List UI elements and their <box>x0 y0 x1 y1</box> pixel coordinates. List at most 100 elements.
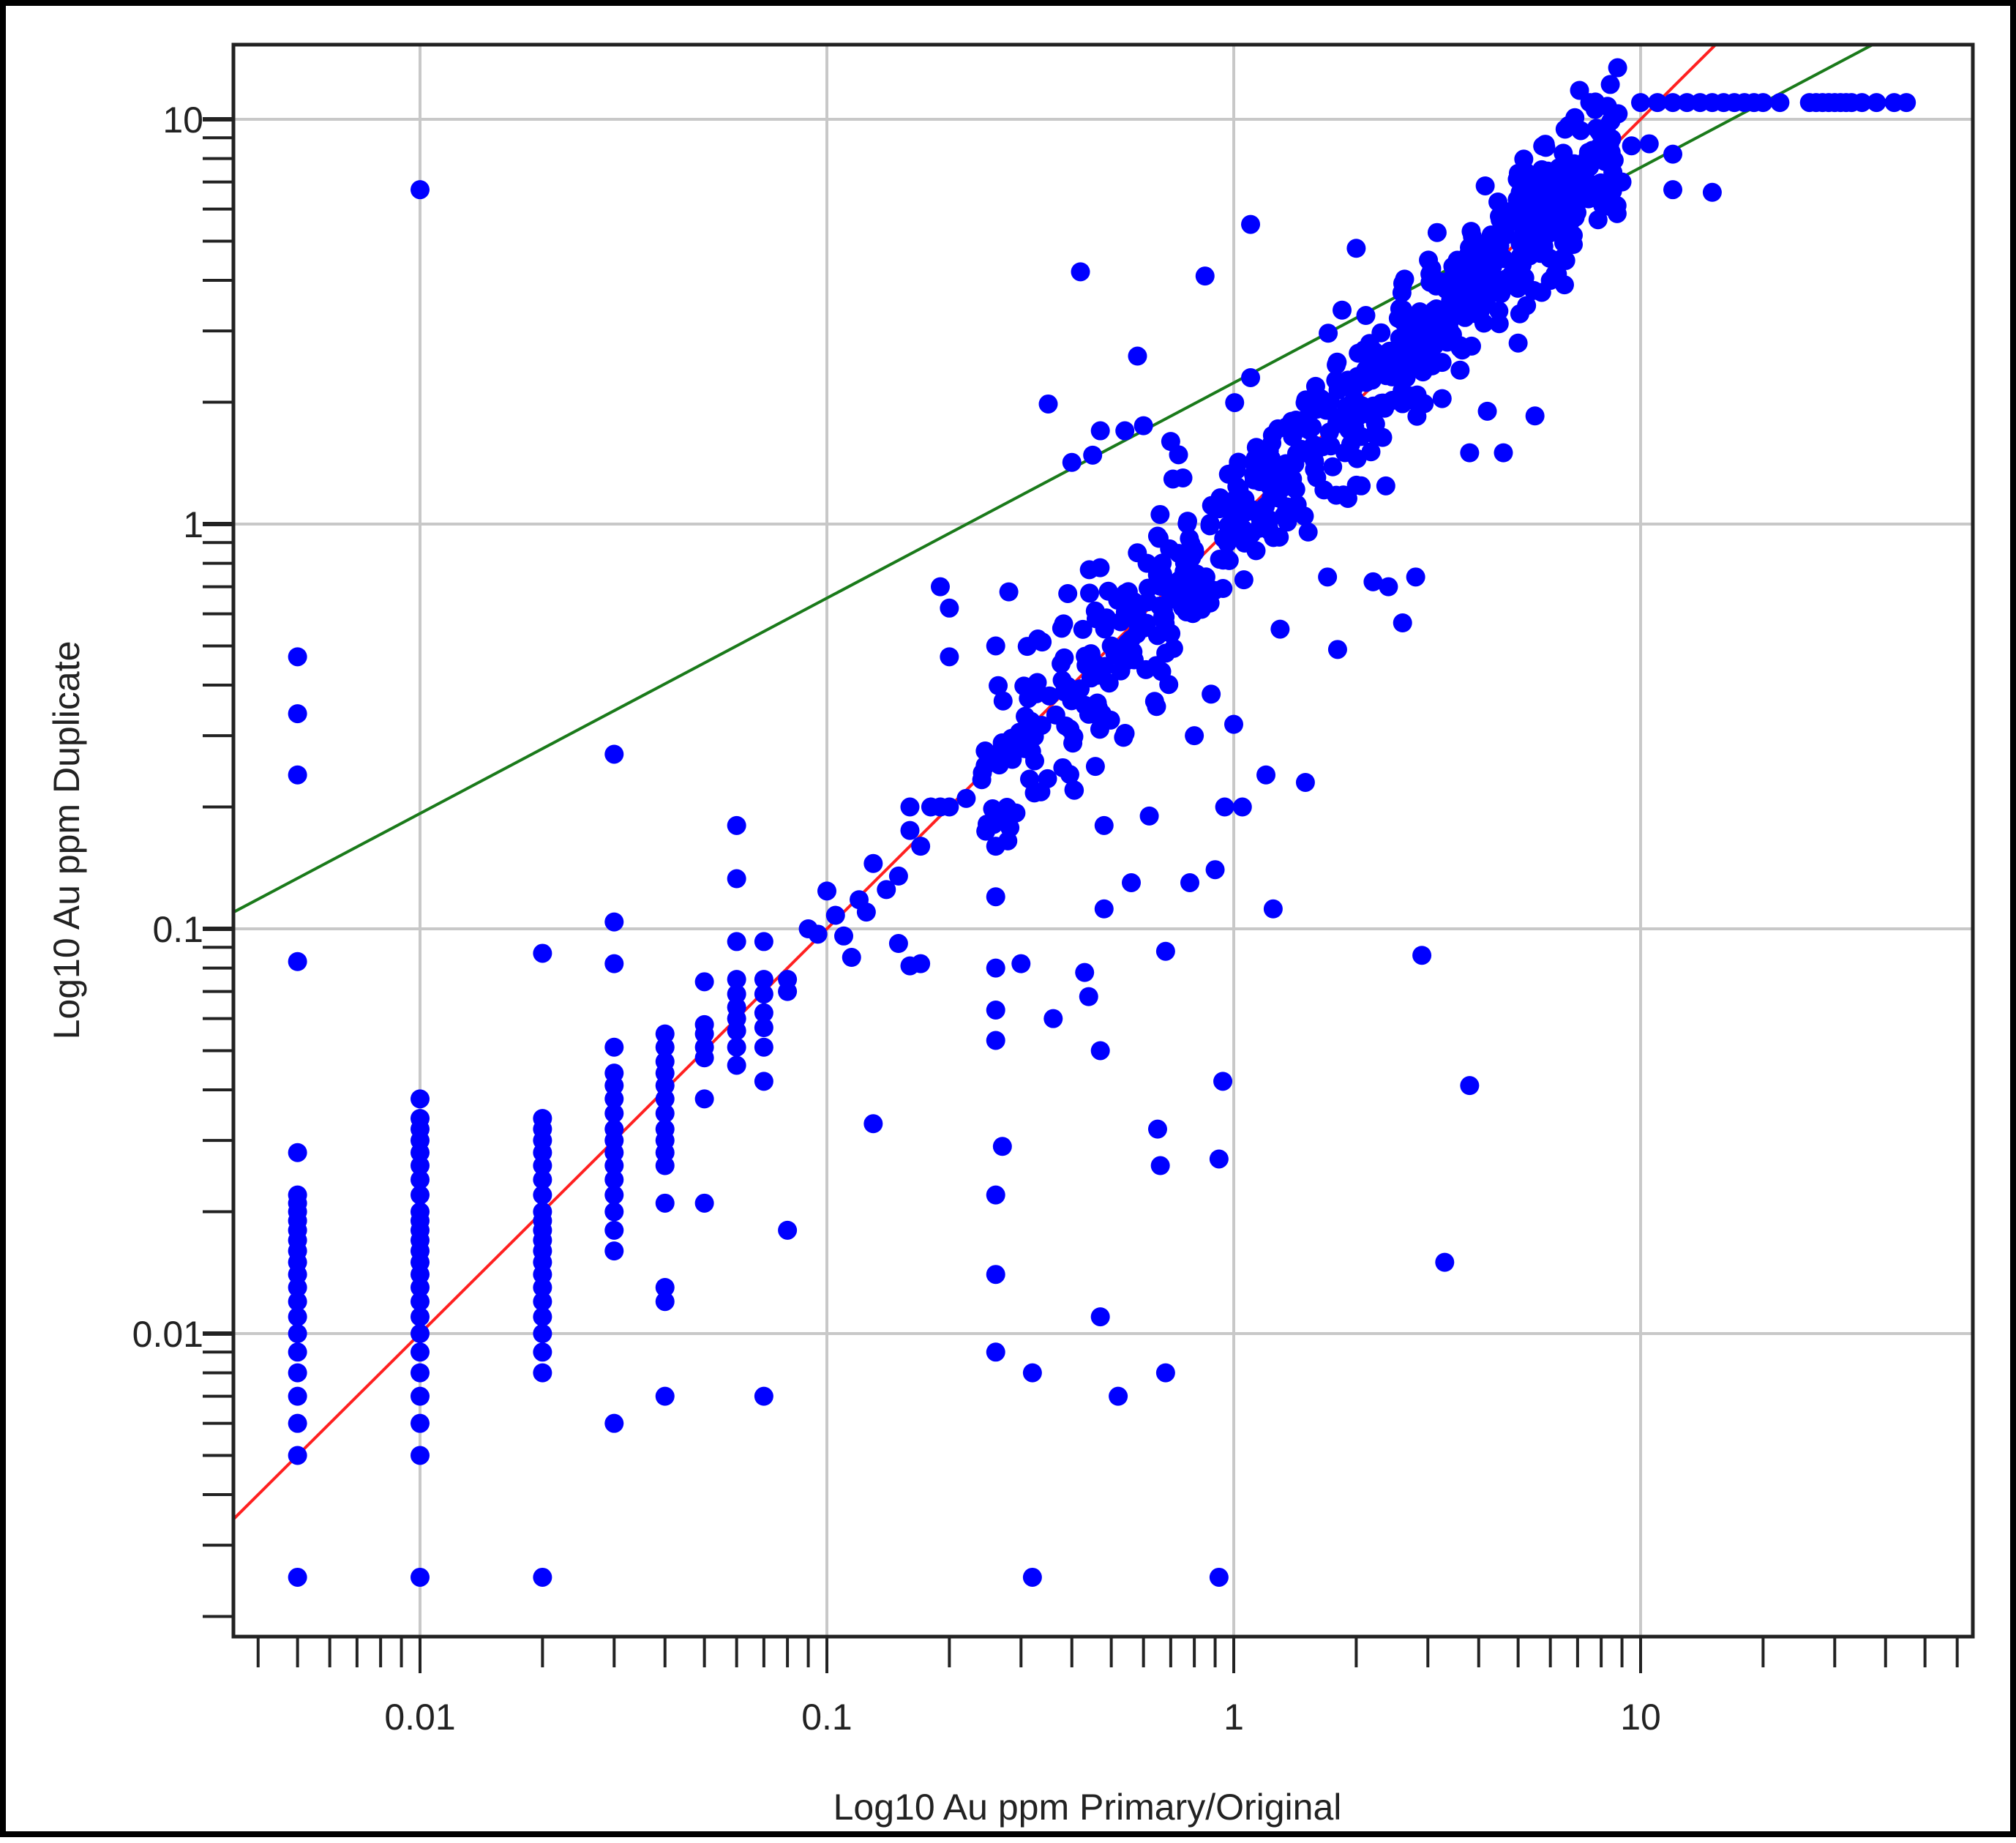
data-point <box>604 744 624 764</box>
data-point <box>1477 401 1497 421</box>
data-point <box>1202 684 1221 704</box>
data-point <box>604 1220 624 1240</box>
data-point <box>1195 266 1215 286</box>
data-point <box>1090 421 1110 441</box>
data-point <box>1663 93 1683 113</box>
data-point <box>940 647 959 667</box>
data-point <box>288 1386 307 1406</box>
data-point <box>1133 416 1153 435</box>
data-point <box>1241 367 1261 387</box>
data-point <box>808 924 828 944</box>
data-point <box>1205 860 1225 880</box>
data-point <box>1011 954 1031 973</box>
data-point <box>604 1037 624 1057</box>
data-point <box>1038 394 1058 414</box>
data-point <box>288 765 307 785</box>
data-point <box>604 1413 624 1433</box>
scatter-chart: 0.01 0.1 1 10 0.01 0.1 1 10 Log10 Au ppm Prima… <box>46 42 1975 1828</box>
data-point <box>1094 815 1114 835</box>
data-point <box>288 1446 307 1465</box>
data-point <box>411 1277 430 1297</box>
data-point <box>1677 93 1697 113</box>
data-point <box>1185 726 1204 746</box>
data-point <box>986 636 1005 656</box>
data-point <box>1270 619 1290 639</box>
data-point <box>1128 346 1147 366</box>
data-point <box>1241 214 1261 234</box>
data-point <box>288 1143 307 1162</box>
data-point <box>727 1055 746 1075</box>
data-point <box>834 926 854 946</box>
data-point <box>533 1143 552 1162</box>
x-axis-title: Log10 Au ppm Primary/Original <box>833 1787 1342 1828</box>
data-point <box>694 1193 714 1213</box>
data-point <box>655 1076 675 1096</box>
data-point <box>1852 93 1872 113</box>
data-point <box>986 1185 1005 1205</box>
data-point <box>411 1089 430 1109</box>
data-point <box>856 902 876 922</box>
data-point <box>754 932 773 952</box>
data-point <box>655 1089 675 1109</box>
data-point <box>533 1307 552 1327</box>
x-tick-label: 10 <box>1620 1697 1661 1738</box>
data-point <box>863 1114 883 1134</box>
data-point <box>727 970 746 990</box>
data-point <box>411 1363 430 1383</box>
plot-border <box>231 42 1975 1639</box>
data-point <box>727 932 746 952</box>
data-point <box>411 1446 430 1465</box>
data-point <box>1062 452 1082 472</box>
data-point <box>754 1003 773 1023</box>
data-point <box>1346 239 1366 258</box>
data-point <box>992 1137 1012 1156</box>
data-point <box>1155 941 1175 961</box>
data-point <box>930 577 950 597</box>
data-point <box>1363 572 1383 591</box>
data-point <box>1460 1076 1480 1096</box>
data-point <box>1379 577 1398 597</box>
data-point <box>754 1386 773 1406</box>
data-point <box>288 1324 307 1343</box>
data-point <box>411 1265 430 1285</box>
x-tick-label: 0.1 <box>801 1697 853 1738</box>
data-point <box>1460 443 1480 463</box>
data-point <box>1508 333 1528 353</box>
data-point <box>1525 406 1545 426</box>
data-point <box>1631 93 1650 113</box>
data-point <box>533 1363 552 1383</box>
data-point <box>604 1170 624 1189</box>
data-point <box>1327 640 1347 659</box>
data-point <box>1622 136 1641 156</box>
data-point <box>1663 144 1683 164</box>
data-point <box>411 1156 430 1175</box>
data-point <box>778 982 798 1001</box>
data-point <box>1224 714 1243 734</box>
data-point <box>986 1031 1005 1050</box>
data-point <box>940 598 959 618</box>
data-point <box>1022 1567 1042 1587</box>
data-point <box>727 815 746 835</box>
data-point <box>1209 1567 1229 1587</box>
data-point <box>411 1567 430 1587</box>
data-point <box>411 1143 430 1162</box>
data-point <box>986 887 1005 907</box>
data-point <box>877 880 896 900</box>
data-point <box>888 866 908 886</box>
data-point <box>825 905 845 925</box>
data-point <box>694 972 714 992</box>
x-tick-label: 1 <box>1224 1697 1244 1738</box>
data-point <box>1115 421 1135 441</box>
data-point <box>533 1170 552 1189</box>
data-point <box>1155 1363 1175 1383</box>
data-point <box>1450 360 1470 380</box>
data-point <box>900 820 920 840</box>
data-point <box>727 1021 746 1041</box>
y-tick-label: 0.01 <box>132 1314 203 1355</box>
data-point <box>911 837 931 856</box>
data-point <box>1318 567 1338 587</box>
data-point <box>1295 772 1315 792</box>
data-point <box>1121 872 1141 892</box>
data-point <box>1071 262 1090 282</box>
data-point <box>411 1324 430 1343</box>
